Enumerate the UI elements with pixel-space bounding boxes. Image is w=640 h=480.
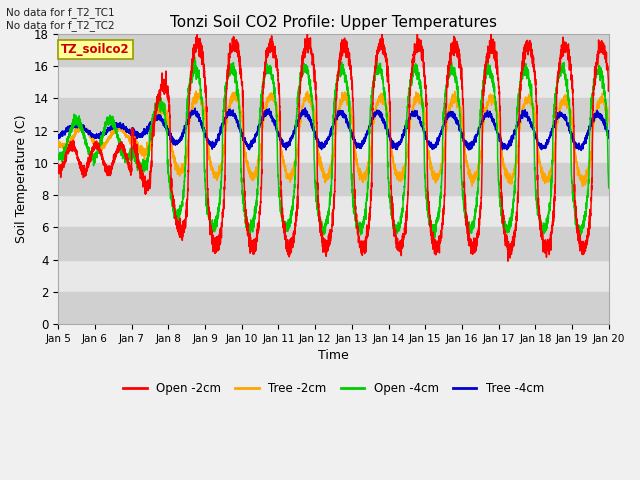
Legend: Open -2cm, Tree -2cm, Open -4cm, Tree -4cm: Open -2cm, Tree -2cm, Open -4cm, Tree -4… xyxy=(118,377,549,399)
Bar xyxy=(58,228,609,260)
Bar xyxy=(58,98,609,131)
Bar xyxy=(58,34,609,66)
Bar xyxy=(58,163,609,195)
Y-axis label: Soil Temperature (C): Soil Temperature (C) xyxy=(15,115,28,243)
Bar xyxy=(58,292,609,324)
Text: TZ_soilco2: TZ_soilco2 xyxy=(61,43,130,56)
X-axis label: Time: Time xyxy=(318,349,349,362)
Text: No data for f_T2_TC1: No data for f_T2_TC1 xyxy=(6,7,115,18)
Title: Tonzi Soil CO2 Profile: Upper Temperatures: Tonzi Soil CO2 Profile: Upper Temperatur… xyxy=(170,15,497,30)
Text: No data for f_T2_TC2: No data for f_T2_TC2 xyxy=(6,20,115,31)
